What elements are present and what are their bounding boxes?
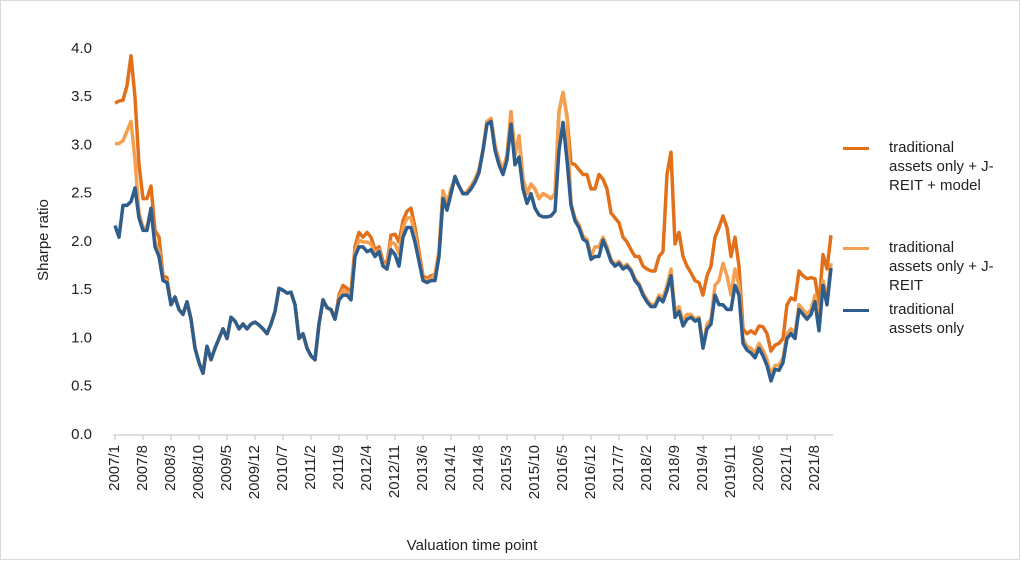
x-tick-label: 2015/10: [526, 445, 543, 499]
y-axis-label: Sharpe ratio: [35, 199, 52, 281]
y-tick-label: 3.5: [71, 88, 92, 105]
x-tick-label: 2021/8: [806, 445, 823, 491]
legend-swatch: [843, 247, 869, 250]
x-tick-label: 2021/1: [778, 445, 795, 491]
x-tick-label: 2019/4: [694, 445, 711, 491]
x-axis-label: Valuation time point: [407, 537, 538, 554]
x-tick-label: 2009/5: [218, 445, 235, 491]
x-tick-label: 2019/11: [722, 445, 739, 498]
x-tick-label: 2010/7: [274, 445, 291, 491]
y-tick-label: 3.0: [71, 136, 92, 153]
y-tick-label: 0.0: [71, 426, 92, 443]
x-tick-label: 2015/3: [498, 445, 515, 491]
series-line: [113, 119, 833, 383]
x-tick-label: 2007/8: [134, 445, 151, 491]
legend-swatch: [843, 309, 869, 312]
x-tick-label: 2014/1: [442, 445, 459, 491]
x-tick-label: 2020/6: [750, 445, 767, 491]
x-tick-label: 2011/2: [302, 445, 319, 490]
legend-label: traditional assets only + J-REIT + model: [889, 139, 994, 194]
x-tick-label: 2016/12: [582, 445, 599, 499]
series-line: [114, 54, 833, 375]
x-tick-label: 2014/8: [470, 445, 487, 491]
y-tick-label: 1.5: [71, 281, 92, 298]
y-tick-label: 2.5: [71, 185, 92, 202]
x-tick-label: 2018/9: [666, 445, 683, 491]
x-tick-label: 2012/4: [358, 445, 375, 491]
x-tick-label: 2017/7: [610, 445, 627, 491]
legend-swatch: [843, 147, 869, 150]
y-tick-label: 1.0: [71, 329, 92, 346]
x-tick-label: 2013/6: [414, 445, 431, 491]
x-tick-label: 2008/10: [190, 445, 207, 499]
x-tick-label: 2018/2: [638, 445, 655, 491]
x-tick-label: 2009/12: [246, 445, 263, 499]
y-tick-label: 2.0: [71, 233, 92, 250]
x-tick-label: 2007/1: [106, 445, 123, 491]
y-tick-label: 0.5: [71, 378, 92, 395]
y-tick-label: 4.0: [71, 40, 92, 57]
legend-label: traditional assets only + J-REIT: [889, 239, 994, 294]
legend-label: traditional assets only: [889, 301, 965, 337]
x-tick-label: 2008/3: [162, 445, 179, 491]
x-tick-label: 2011/9: [330, 445, 347, 490]
x-tick-label: 2016/5: [554, 445, 571, 491]
x-tick-label: 2012/11: [386, 445, 403, 498]
